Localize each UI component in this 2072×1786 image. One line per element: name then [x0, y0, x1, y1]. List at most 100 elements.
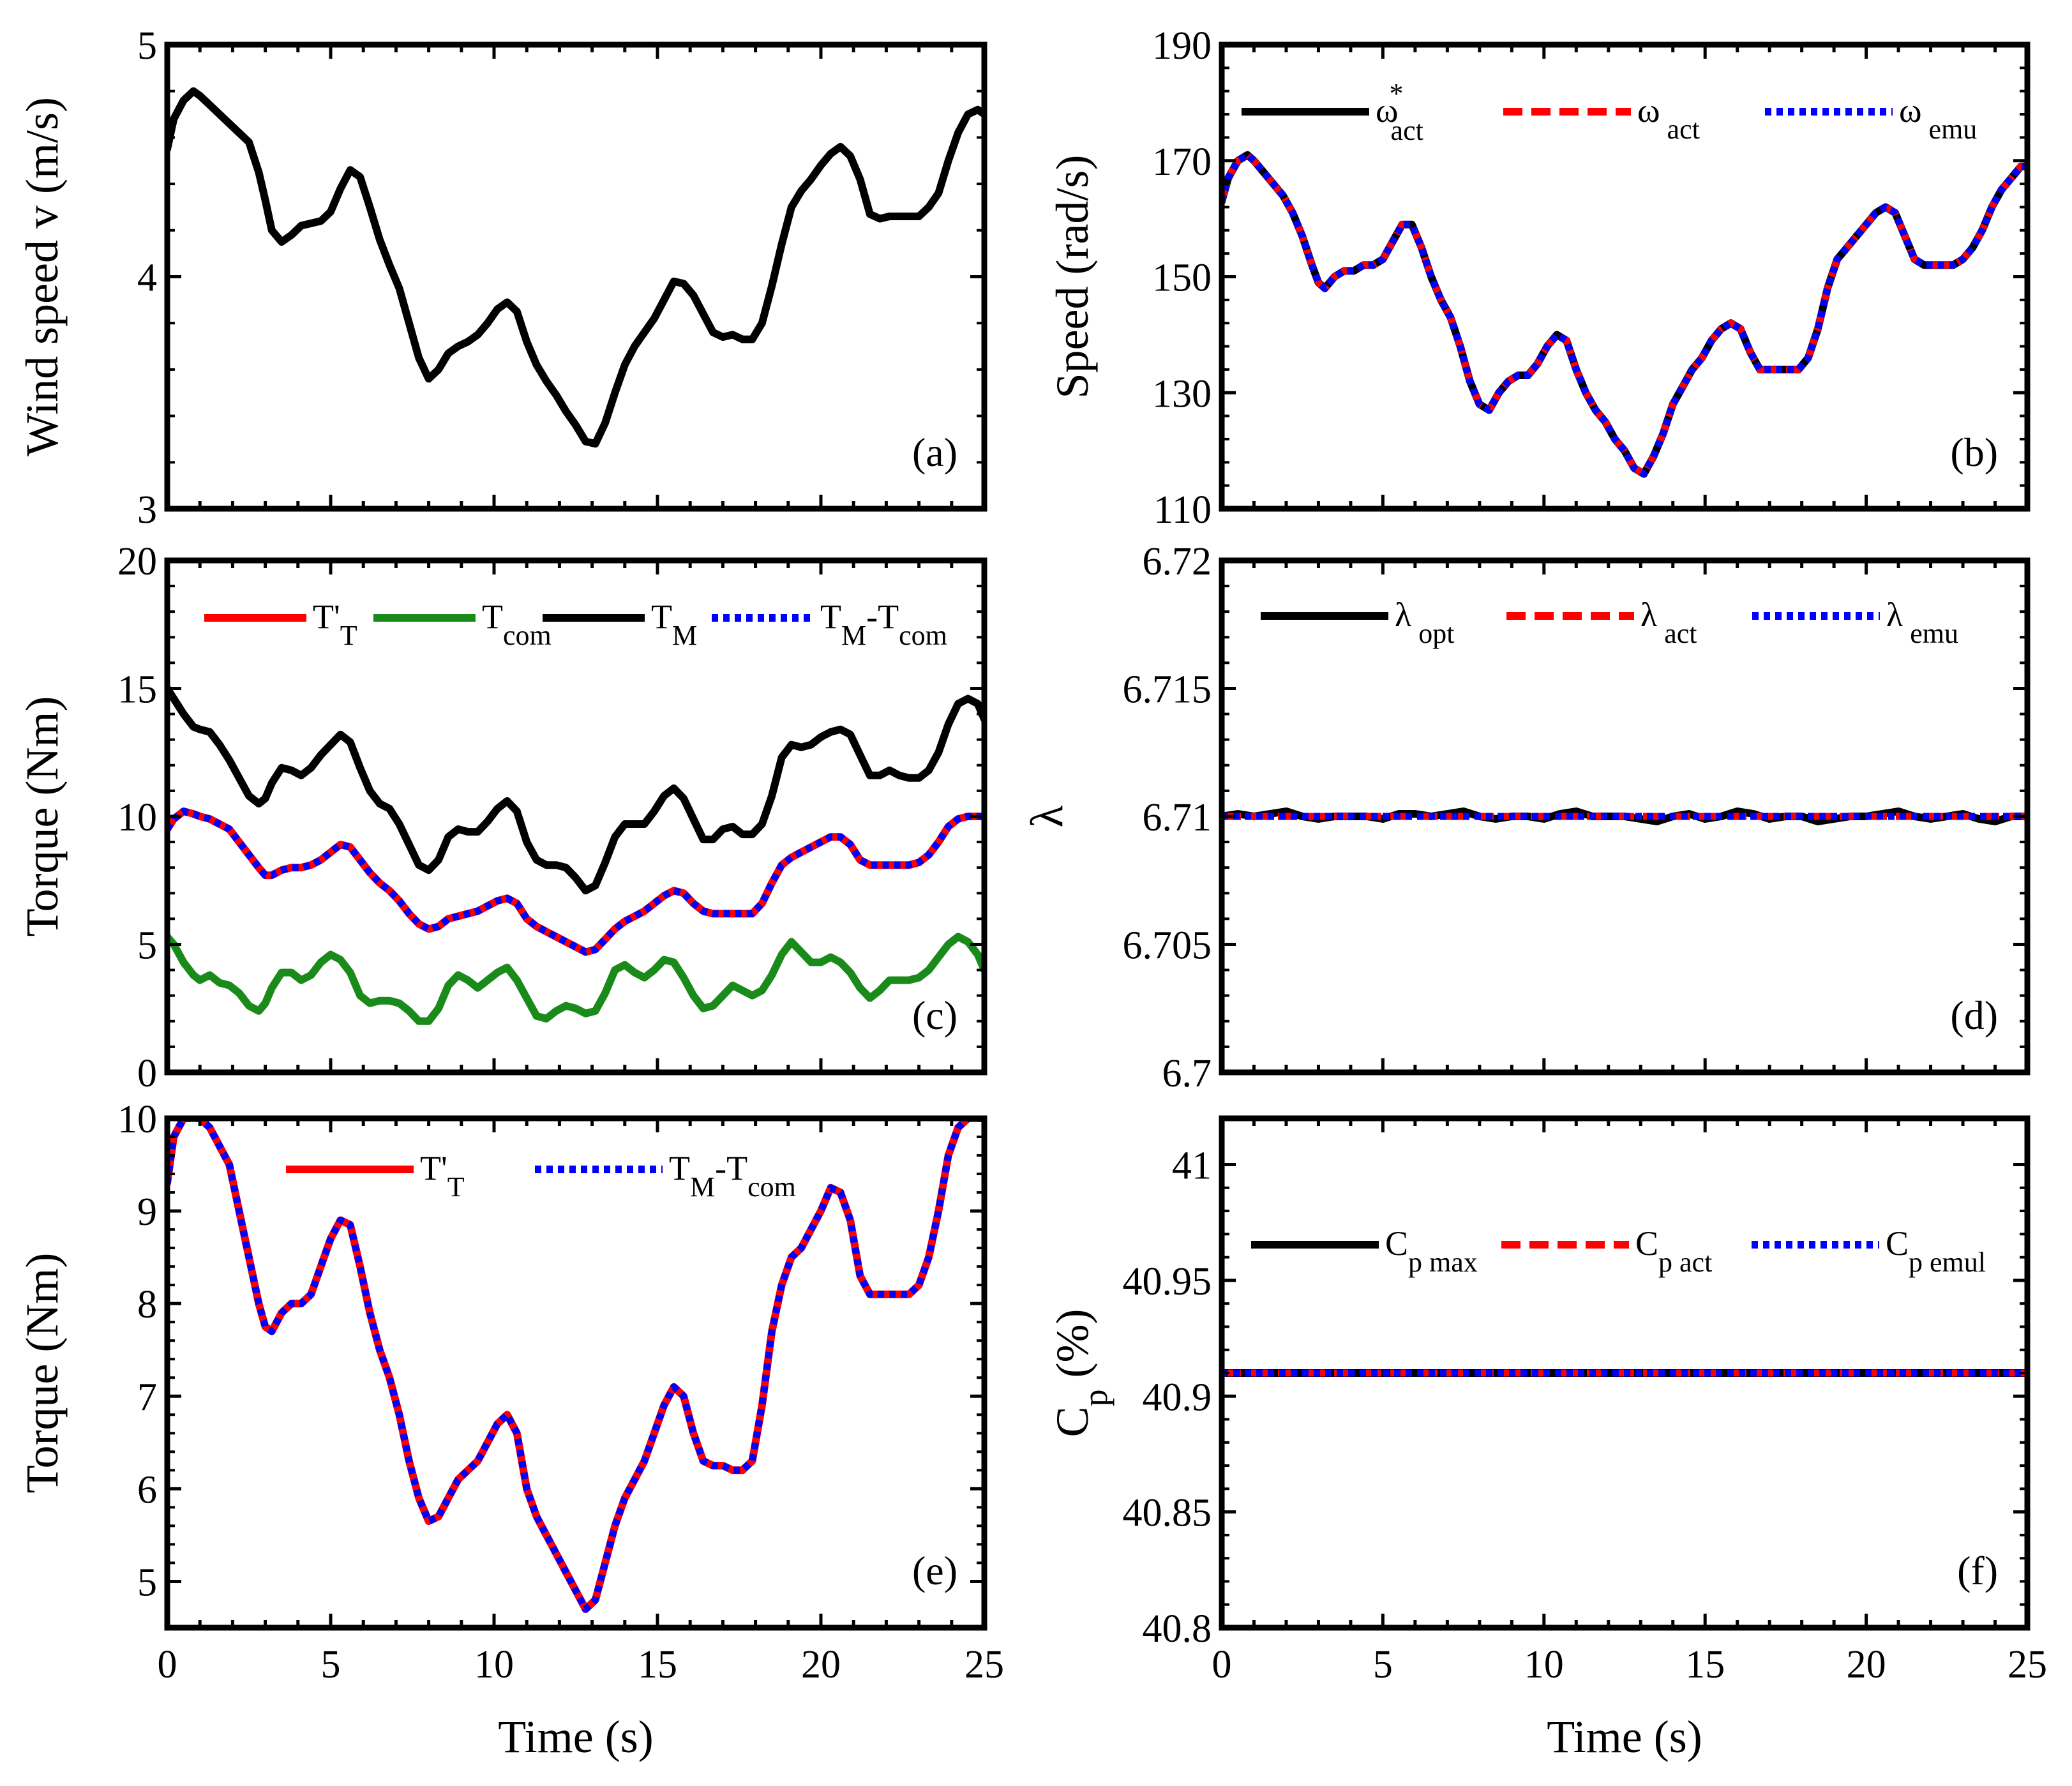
series-c-2	[167, 807, 984, 956]
series-e-0	[167, 1118, 984, 1613]
ytick-label-d: 6.72	[1143, 540, 1212, 583]
xtick-label-e: 0	[158, 1643, 177, 1686]
ytick-label-f: 40.95	[1123, 1260, 1212, 1303]
panel-label-f: (f)	[1957, 1548, 1998, 1593]
xtick-label-e: 20	[801, 1643, 841, 1686]
ylabel-text-f: C	[1047, 1406, 1098, 1437]
ytick-label-e: 7	[137, 1376, 157, 1419]
legend-label-f-1: Cp act	[1635, 1224, 1712, 1278]
axes-frame-e	[164, 1115, 987, 1631]
series-group-e	[167, 1118, 984, 1613]
legend-b: ω* act ω act ω emu	[1242, 78, 1977, 146]
ylabel-sub-f: p	[1076, 1389, 1115, 1406]
legend-label-b-0: ω* act	[1376, 78, 1423, 146]
ytick-label-b: 170	[1152, 140, 1212, 184]
ytick-label-e: 10	[117, 1098, 157, 1141]
xlabel-f: Time (s)	[1547, 1711, 1702, 1762]
panel-label-e: (e)	[912, 1548, 957, 1593]
panel-f: 0 5 10 15 20 25 40.8 40.85 40.9 40.95 41 Cp (%) Time…	[1047, 1115, 2047, 1762]
legend-label-c-1: Tcom	[482, 597, 552, 651]
ytick-label-b: 130	[1152, 372, 1212, 416]
ylabel-d: λ	[1021, 805, 1072, 827]
xtick-label-f: 25	[2008, 1643, 2047, 1686]
series-b-1	[1222, 151, 2027, 477]
series-group-a	[167, 87, 984, 448]
ytick-label-d: 6.71	[1143, 796, 1212, 839]
ytick-label-f: 40.9	[1143, 1376, 1212, 1419]
xtick-label-f: 15	[1685, 1643, 1725, 1686]
xtick-label-e: 15	[638, 1643, 677, 1686]
series-e-1	[167, 1118, 984, 1613]
legend-e: T'T TM-Tcom	[286, 1149, 796, 1203]
series-group-d	[1222, 807, 2027, 825]
panel-a: 3 4 5 Wind speed v (m/s) (a)	[17, 24, 987, 532]
ytick-label-f: 40.8	[1143, 1607, 1212, 1651]
panel-b: 110 130 150 170 190 Speed (rad/s) (b) ω* act ω ac…	[1047, 24, 2031, 532]
ytick-label-f: 40.85	[1123, 1492, 1212, 1535]
ytick-label-c: 10	[117, 796, 157, 839]
legend-label-c-2: TM	[651, 597, 697, 651]
ytick-label-c: 0	[137, 1052, 157, 1095]
ytick-label-d: 6.7	[1162, 1052, 1212, 1095]
ylabel-text-b: Speed (rad/s)	[1047, 155, 1098, 399]
panel-d: 6.7 6.705 6.71 6.715 6.72 λ (d) λ opt λ act λ emu	[1021, 540, 2031, 1095]
panel-label-b: (b)	[1950, 430, 1998, 475]
legend-label-c-0: T'T	[313, 597, 357, 651]
ytick-label-a: 3	[137, 488, 157, 532]
panel-label-c: (c)	[912, 993, 957, 1038]
legend-label-e-0: T'T	[420, 1149, 465, 1203]
ylabel-a: Wind speed v (m/s)	[17, 97, 68, 456]
ytick-label-e: 5	[137, 1561, 157, 1604]
ytick-label-a: 5	[137, 24, 157, 68]
ylabel-c: Torque (Nm)	[17, 696, 68, 937]
xtick-label-f: 0	[1212, 1643, 1232, 1686]
series-group-b	[1222, 151, 2027, 478]
ytick-label-e: 6	[137, 1468, 157, 1512]
series-group-c	[167, 684, 984, 1025]
legend-label-d-0: λ opt	[1395, 596, 1454, 649]
legend-label-f-0: Cp max	[1385, 1224, 1478, 1278]
ylabel-f: Cp (%)	[1047, 1309, 1115, 1437]
ytick-label-d: 6.715	[1123, 668, 1212, 712]
legend-c: T'T Tcom TM TM-Tcom	[204, 597, 947, 651]
xtick-label-f: 10	[1524, 1643, 1564, 1686]
xlabel-e: Time (s)	[498, 1711, 653, 1762]
ytick-label-e: 9	[137, 1190, 157, 1234]
legend-f: Cp max Cp act Cp emul	[1251, 1224, 1986, 1278]
legend-label-c-3: TM-Tcom	[820, 597, 947, 651]
ytick-label-c: 20	[117, 540, 157, 583]
series-c-0	[167, 684, 984, 895]
xtick-label-e: 25	[965, 1643, 1004, 1686]
panel-label-a: (a)	[912, 430, 957, 475]
ytick-label-d: 6.705	[1123, 924, 1212, 968]
series-b-2	[1222, 151, 2027, 477]
ylabel-text-e: Torque (Nm)	[17, 1253, 68, 1494]
xtick-label-e: 10	[474, 1643, 514, 1686]
series-a-0	[167, 87, 984, 448]
ylabel-text-a: Wind speed v (m/s)	[17, 97, 68, 456]
ylabel-e: Torque (Nm)	[17, 1253, 68, 1494]
ytick-label-f: 41	[1172, 1144, 1212, 1188]
legend-label-d-1: λ act	[1640, 596, 1697, 649]
axes-frame-a	[164, 41, 987, 512]
ylabel-b: Speed (rad/s)	[1047, 155, 1098, 399]
legend-label-b-1: ω act	[1637, 91, 1700, 145]
ylabel-text-d: λ	[1021, 805, 1072, 827]
legend-d: λ opt λ act λ emu	[1261, 596, 1958, 649]
ytick-label-c: 15	[117, 668, 157, 712]
panel-label-d: (d)	[1950, 993, 1998, 1038]
xtick-label-f: 5	[1373, 1643, 1393, 1686]
xtick-label-f: 20	[1847, 1643, 1886, 1686]
series-b-0	[1222, 151, 2027, 478]
legend-label-f-2: Cp emul	[1886, 1224, 1986, 1278]
panel-c: 0 5 10 15 20 Torque (Nm) (c) T'T Tcom TM TM-Tcom	[17, 540, 987, 1095]
ytick-label-c: 5	[137, 924, 157, 968]
ylabel-suffix-f: (%)	[1047, 1309, 1098, 1390]
ytick-label-b: 150	[1152, 257, 1212, 300]
series-c-3	[167, 933, 984, 1025]
ytick-label-a: 4	[137, 257, 157, 300]
legend-label-e-1: TM-Tcom	[669, 1149, 796, 1203]
ytick-label-e: 8	[137, 1283, 157, 1326]
